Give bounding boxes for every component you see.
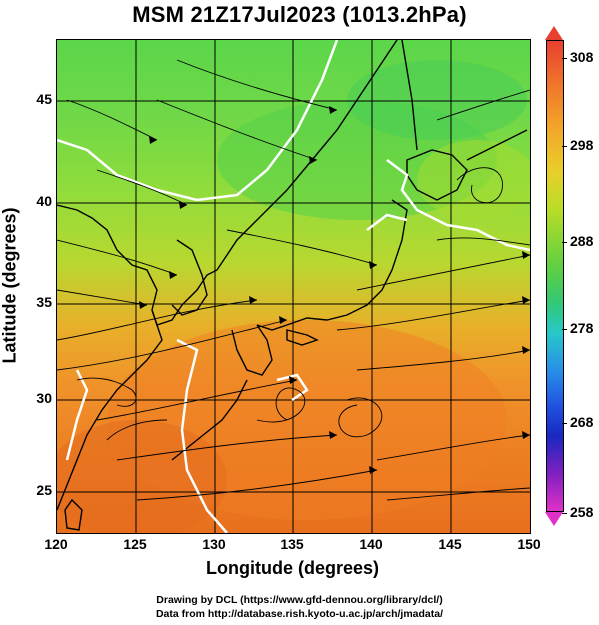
- x-axis-label: Longitude (degrees): [205, 558, 379, 578]
- colorbar-label: 298: [570, 137, 594, 153]
- x-tick: 145: [438, 536, 462, 552]
- credit-data: Data from http://database.rish.kyoto-u.a…: [155, 608, 444, 620]
- colorbar-tick-mark: [562, 242, 567, 243]
- colorbar-tick-mark: [562, 423, 567, 424]
- colorbar-tick-mark: [562, 513, 567, 514]
- graticule: [57, 40, 530, 533]
- x-tick: 135: [280, 536, 304, 552]
- colorbar-top-arrow: [545, 26, 563, 40]
- map-title: MSM 21Z17Jul2023 (1013.2hPa): [132, 2, 467, 27]
- x-tick: 130: [202, 536, 226, 552]
- colorbar-label: 258: [570, 504, 594, 520]
- y-tick: 35: [36, 294, 52, 310]
- x-tick: 150: [517, 536, 541, 552]
- y-tick: 45: [36, 91, 52, 107]
- map-graphic: [57, 40, 530, 533]
- colorbar: [546, 40, 564, 512]
- x-tick: 125: [123, 536, 147, 552]
- credit-drawing: Drawing by DCL (https://www.gfd-dennou.o…: [156, 594, 443, 606]
- colorbar-label: 288: [570, 233, 594, 249]
- streamlines: [57, 59, 530, 501]
- colorbar-label: 308: [570, 49, 594, 65]
- y-tick: 30: [36, 390, 52, 406]
- contour-lines: [57, 40, 530, 533]
- y-tick: 25: [36, 482, 52, 498]
- y-axis-label: Latitude (degrees): [0, 207, 20, 364]
- x-tick: 140: [359, 536, 383, 552]
- streamline-arrows: [139, 106, 530, 474]
- colorbar-tick-mark: [562, 146, 567, 147]
- colorbar-label: 268: [570, 414, 594, 430]
- x-tick: 120: [44, 536, 68, 552]
- colorbar-tick-mark: [562, 329, 567, 330]
- temperature-map: [56, 39, 531, 534]
- colorbar-bottom-arrow: [545, 512, 563, 526]
- colorbar-tick-mark: [562, 58, 567, 59]
- y-tick: 40: [36, 193, 52, 209]
- colorbar-label: 278: [570, 320, 594, 336]
